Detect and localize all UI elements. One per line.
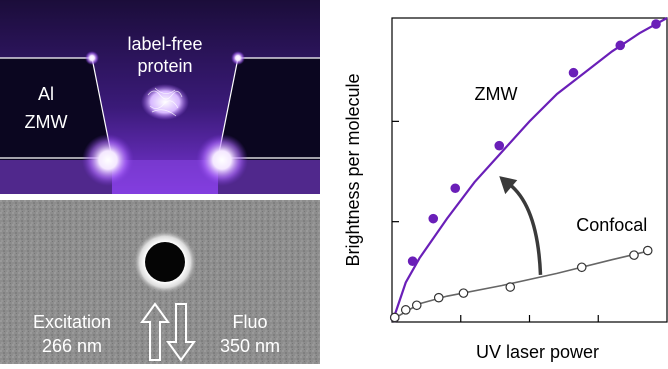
point-zmw-6	[615, 40, 626, 51]
protein-strands	[147, 87, 183, 117]
series-label-zmw: ZMW	[475, 84, 518, 104]
point-zmw-2	[428, 213, 439, 224]
hotspot-left	[82, 134, 134, 186]
hotspot-right	[196, 134, 248, 186]
zmw-label: ZMW	[25, 112, 68, 132]
protein-label-line1: label-free	[127, 34, 202, 54]
point-zmw-5	[568, 67, 579, 78]
excitation-wavelength: 266 nm	[42, 336, 102, 356]
point-confocal-2	[411, 300, 422, 311]
point-confocal-4	[458, 288, 469, 298]
brightness-chart: Brightness per molecule UV laser power Z…	[335, 0, 668, 364]
point-confocal-7	[629, 250, 639, 260]
excitation-arrow-icon	[140, 302, 170, 361]
sem-image: Excitation 266 nm Fluo 350 nm	[0, 200, 320, 364]
y-axis-label: Brightness per molecule	[343, 73, 363, 266]
protein-label-line2: protein	[137, 56, 192, 76]
point-confocal-6	[576, 262, 587, 273]
substrate-glow	[0, 160, 320, 194]
sem-panel: Excitation 266 nm Fluo 350 nm	[0, 200, 320, 364]
rim-glow-left	[85, 51, 99, 65]
fit-line-zmw	[392, 17, 668, 320]
x-axis-label: UV laser power	[476, 342, 599, 362]
aperture-hole	[145, 242, 185, 282]
fluo-label: Fluo	[232, 312, 267, 332]
point-zmw-7	[651, 19, 661, 29]
improvement-arrow-shaft	[508, 182, 543, 275]
series-label-confocal: Confocal	[576, 215, 647, 235]
plot-area	[389, 17, 668, 323]
plot-frame	[391, 17, 668, 323]
chart-svg: Brightness per molecule UV laser power Z…	[343, 17, 668, 362]
point-zmw-4	[494, 140, 505, 151]
fit-line-confocal	[392, 249, 651, 320]
improvement-arrow-head	[499, 176, 518, 195]
point-confocal-3	[433, 292, 444, 303]
point-confocal-8	[642, 245, 653, 256]
point-zmw-3	[450, 183, 461, 194]
fluo-wavelength: 350 nm	[220, 336, 280, 356]
protein-molecule	[141, 84, 189, 120]
al-label: Al	[38, 84, 54, 104]
point-confocal-0	[389, 312, 400, 323]
point-confocal-5	[505, 282, 516, 292]
point-zmw-1	[407, 256, 418, 266]
excitation-label: Excitation	[33, 312, 111, 332]
zmw-simulation-panel: label-free protein Al ZMW	[0, 0, 320, 194]
fluo-arrow-icon	[166, 303, 196, 362]
point-confocal-1	[400, 305, 411, 315]
rim-glow-right	[231, 51, 245, 65]
zmw-simulation-image: label-free protein Al ZMW	[0, 0, 320, 194]
